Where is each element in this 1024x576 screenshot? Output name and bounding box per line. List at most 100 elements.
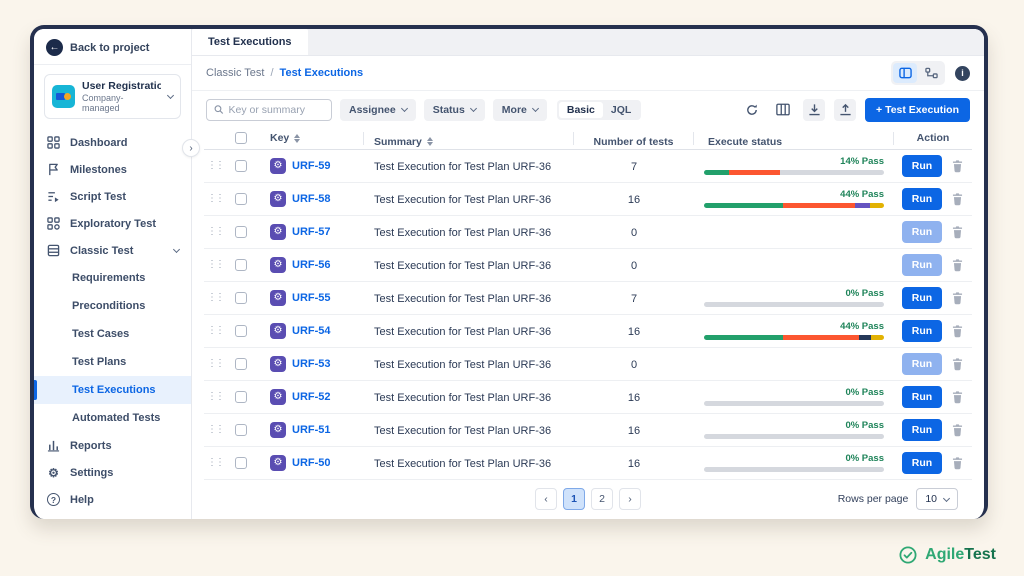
row-checkbox[interactable]: [235, 258, 247, 271]
search-input[interactable]: [228, 103, 324, 116]
row-checkbox[interactable]: [235, 423, 247, 436]
basic-mode-button[interactable]: Basic: [558, 101, 603, 118]
delete-icon[interactable]: [951, 291, 964, 305]
drag-handle[interactable]: ⋮⋮: [207, 292, 225, 304]
sidebar-item-label: Exploratory Test: [70, 217, 156, 230]
breadcrumb-test-executions[interactable]: Test Executions: [279, 67, 364, 79]
rows-per-page-select[interactable]: 10: [916, 488, 958, 511]
row-checkbox[interactable]: [235, 324, 247, 337]
run-button[interactable]: Run: [902, 451, 942, 474]
run-button[interactable]: Run: [902, 154, 942, 177]
delete-icon[interactable]: [951, 192, 964, 206]
delete-icon[interactable]: [951, 225, 964, 239]
sidebar-item-exploratory-test[interactable]: Exploratory Test: [34, 210, 191, 237]
run-button[interactable]: Run: [902, 253, 942, 276]
sidebar-item-classic-test[interactable]: Classic Test: [34, 237, 191, 264]
delete-icon[interactable]: [951, 456, 964, 470]
more-filter-dropdown[interactable]: More: [492, 98, 547, 121]
drag-handle[interactable]: ⋮⋮: [207, 325, 225, 337]
drag-handle[interactable]: ⋮⋮: [207, 226, 225, 238]
row-checkbox[interactable]: [235, 225, 247, 238]
columns-button[interactable]: [772, 99, 794, 121]
pass-percentage-label: 0% Pass: [845, 387, 884, 399]
upload-button[interactable]: [834, 98, 857, 121]
sidebar-item-script-test[interactable]: Script Test: [34, 183, 191, 210]
sidebar-item-settings[interactable]: ⚙ Settings: [34, 459, 191, 486]
sidebar-item-dashboard[interactable]: Dashboard: [34, 129, 191, 156]
drag-handle[interactable]: ⋮⋮: [207, 457, 225, 469]
tree-view-button[interactable]: [919, 63, 943, 83]
run-button[interactable]: Run: [902, 385, 942, 408]
sidebar-item-requirements[interactable]: Requirements: [34, 264, 191, 292]
sidebar-item-milestones[interactable]: Milestones: [34, 156, 191, 183]
column-header-key[interactable]: Key: [270, 132, 300, 144]
drag-handle[interactable]: ⋮⋮: [207, 358, 225, 370]
issue-key-link[interactable]: URF-57: [292, 225, 331, 238]
run-button[interactable]: Run: [902, 220, 942, 243]
prev-page-button[interactable]: ‹: [535, 488, 557, 511]
issue-key-link[interactable]: URF-51: [292, 423, 331, 436]
breadcrumb-row: Classic Test / Test Executions i: [192, 56, 984, 91]
assignee-filter-dropdown[interactable]: Assignee: [340, 98, 416, 121]
run-button[interactable]: Run: [902, 319, 942, 342]
delete-icon[interactable]: [951, 390, 964, 404]
download-button[interactable]: [803, 98, 826, 121]
delete-icon[interactable]: [951, 357, 964, 371]
project-selector[interactable]: User Registration... Company-managed: [44, 74, 181, 119]
row-checkbox[interactable]: [235, 357, 247, 370]
delete-icon[interactable]: [951, 324, 964, 338]
breadcrumb-classic-test[interactable]: Classic Test: [206, 67, 265, 79]
row-checkbox[interactable]: [235, 159, 247, 172]
page-button-1[interactable]: 1: [563, 488, 585, 511]
delete-icon[interactable]: [951, 423, 964, 437]
jql-mode-button[interactable]: JQL: [610, 103, 632, 116]
test-execution-icon: ⚙: [270, 388, 286, 405]
issue-key-link[interactable]: URF-53: [292, 357, 331, 370]
issue-key-link[interactable]: URF-54: [292, 324, 331, 337]
run-button[interactable]: Run: [902, 286, 942, 309]
issue-key-link[interactable]: URF-55: [292, 291, 331, 304]
run-button[interactable]: Run: [902, 418, 942, 441]
sidebar-item-test-cases[interactable]: Test Cases: [34, 320, 191, 348]
page-button-2[interactable]: 2: [591, 488, 613, 511]
summary-text: Test Execution for Test Plan URF-36: [374, 358, 552, 371]
drag-handle[interactable]: ⋮⋮: [207, 259, 225, 271]
delete-icon[interactable]: [951, 159, 964, 173]
row-checkbox[interactable]: [235, 192, 247, 205]
refresh-button[interactable]: [741, 99, 763, 121]
sidebar-collapse-toggle[interactable]: ›: [182, 139, 200, 157]
sidebar-item-preconditions[interactable]: Preconditions: [34, 292, 191, 320]
delete-icon[interactable]: [951, 258, 964, 272]
issue-key-link[interactable]: URF-50: [292, 456, 331, 469]
create-test-execution-button[interactable]: + Test Execution: [865, 97, 970, 122]
sidebar-item-test-plans[interactable]: Test Plans: [34, 348, 191, 376]
sidebar-item-help[interactable]: ? Help: [34, 486, 191, 513]
chevron-down-icon: [469, 104, 477, 113]
issue-key-link[interactable]: URF-56: [292, 258, 331, 271]
drag-handle[interactable]: ⋮⋮: [207, 160, 225, 172]
run-button[interactable]: Run: [902, 187, 942, 210]
drag-handle[interactable]: ⋮⋮: [207, 424, 225, 436]
sidebar-item-reports[interactable]: Reports: [34, 432, 191, 459]
tab-test-executions[interactable]: Test Executions: [192, 29, 308, 55]
drag-handle[interactable]: ⋮⋮: [207, 391, 225, 403]
select-all-checkbox[interactable]: [235, 132, 247, 145]
search-box[interactable]: [206, 98, 332, 121]
run-button[interactable]: Run: [902, 352, 942, 375]
drag-handle[interactable]: ⋮⋮: [207, 193, 225, 205]
column-header-summary[interactable]: Summary: [374, 136, 433, 148]
issue-key-link[interactable]: URF-52: [292, 390, 331, 403]
row-checkbox[interactable]: [235, 390, 247, 403]
execute-status: 0% Pass: [694, 288, 884, 308]
issue-key-link[interactable]: URF-59: [292, 159, 331, 172]
row-checkbox[interactable]: [235, 291, 247, 304]
info-icon[interactable]: i: [955, 65, 970, 81]
board-view-button[interactable]: [893, 63, 917, 83]
sidebar-item-automated-tests[interactable]: Automated Tests: [34, 404, 191, 432]
status-filter-dropdown[interactable]: Status: [423, 98, 485, 121]
issue-key-link[interactable]: URF-58: [292, 192, 331, 205]
back-to-project-button[interactable]: ← Back to project: [34, 29, 191, 65]
sidebar-item-test-executions[interactable]: Test Executions: [34, 376, 191, 404]
row-checkbox[interactable]: [235, 456, 247, 469]
next-page-button[interactable]: ›: [619, 488, 641, 511]
